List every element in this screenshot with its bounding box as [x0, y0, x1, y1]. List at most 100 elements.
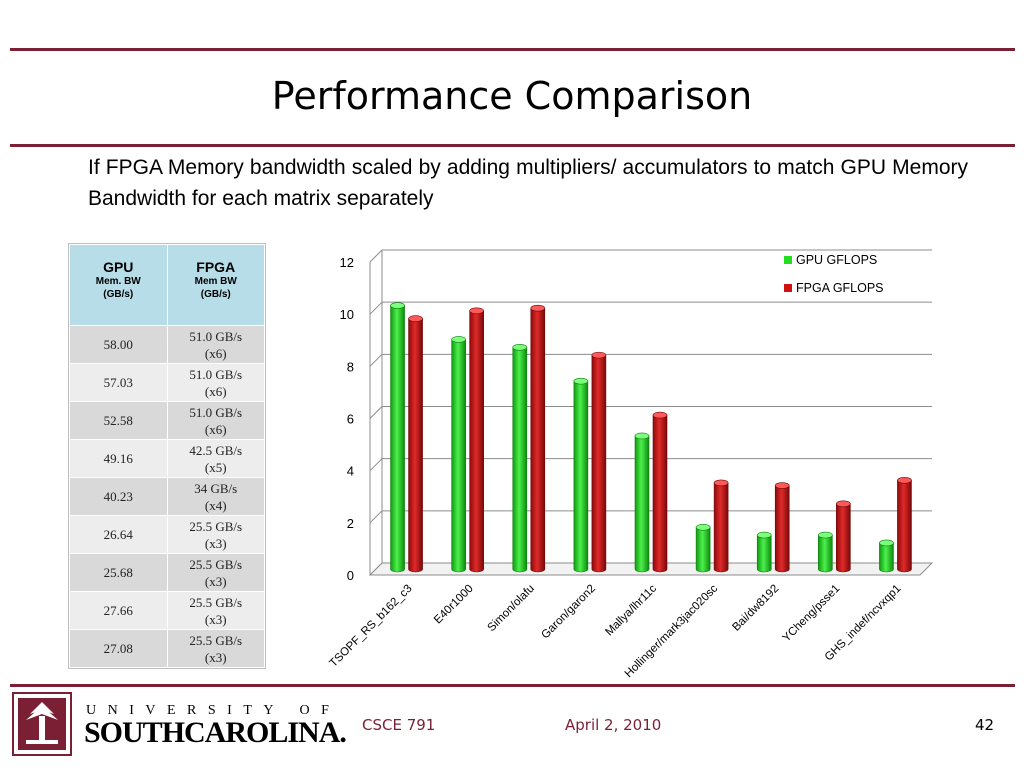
gpu-bar: [573, 380, 589, 573]
fpga-bw-value: 25.5 GB/s: [189, 556, 243, 572]
fpga-bw-value: 25.5 GB/s: [189, 594, 243, 610]
fpga-bw-cell: 42.5 GB/s (x5): [166, 439, 265, 478]
fpga-bw-cell: 51.0 GB/s (x6): [166, 363, 265, 402]
footer-date: April 2, 2010: [565, 716, 662, 734]
fpga-multiplier: (x3): [204, 649, 227, 665]
top-rule: [10, 48, 1015, 51]
gpu-bw-cell: 57.03: [69, 363, 168, 402]
x-tick-label: Mallya/lhr11c: [603, 582, 659, 638]
fpga-multiplier: (x6): [204, 345, 227, 361]
gpu-bw-cell: 40.23: [69, 477, 168, 516]
x-tick-label: TSOPF_RS_b162_c3: [328, 583, 415, 670]
gpu-bw-cell: 49.16: [69, 439, 168, 478]
x-tick-label: YCheng/psse1: [781, 583, 843, 645]
usc-seal-logo: [12, 692, 72, 756]
fpga-bar-cap: [713, 479, 729, 487]
fpga-bar: [713, 482, 729, 573]
gridline-side: [369, 406, 383, 419]
fpga-bw-cell: 25.5 GB/s (x3): [166, 553, 265, 592]
fpga-bar: [591, 354, 607, 573]
fpga-bar-cap: [530, 304, 546, 312]
legend-label-gpu: GPU GFLOPS: [796, 253, 877, 267]
fpga-bar-cap: [652, 411, 668, 419]
y-tick-label: 0: [347, 568, 354, 583]
bullet-text: If FPGA Memory bandwidth scaled by addin…: [88, 156, 968, 210]
fpga-multiplier: (x6): [204, 421, 227, 437]
fpga-header: FPGA: [196, 259, 236, 275]
gpu-bar: [390, 305, 405, 573]
table-row: 57.03 51.0 GB/s (x6): [69, 363, 265, 402]
fpga-bw-value: 51.0 GB/s: [189, 328, 243, 344]
bandwidth-table: GPU Mem. BW (GB/s) FPGA Mem BW (GB/s) 58…: [68, 243, 266, 669]
fpga-bar-cap: [774, 482, 790, 489]
fpga-bw-value: 42.5 GB/s: [189, 442, 243, 458]
gpu-bw-cell: 26.64: [69, 515, 168, 554]
legend-swatch-gpu: [784, 256, 792, 264]
gpu-bar: [512, 346, 528, 573]
gpu-subheader-2: (GB/s): [103, 289, 134, 300]
slide-title: Performance Comparison: [271, 74, 753, 118]
wordmark-south: SOUTH: [84, 716, 185, 749]
gpu-bar-cap: [634, 432, 650, 440]
gridline-side: [369, 249, 383, 263]
fpga-bar: [897, 480, 912, 573]
table-row: 49.16 42.5 GB/s (x5): [69, 439, 265, 478]
fpga-bar-cap: [469, 307, 484, 315]
fpga-subheader-2: (GB/s): [200, 289, 231, 300]
gpu-header-cell: GPU Mem. BW (GB/s): [69, 244, 168, 326]
fpga-bar: [836, 503, 851, 573]
footer-rule: [10, 684, 1015, 687]
y-tick-label: 8: [347, 359, 354, 374]
fpga-bw-cell: 25.5 GB/s (x3): [166, 515, 265, 554]
fpga-bar: [774, 485, 790, 573]
gpu-bw-cell: 27.66: [69, 591, 168, 630]
gridline-side: [369, 510, 383, 524]
table-row: 27.66 25.5 GB/s (x3): [69, 591, 265, 630]
chart-floor: [368, 562, 934, 576]
fpga-bar-cap: [897, 477, 912, 484]
legend-swatch-fpga: [784, 284, 792, 292]
fpga-bw-value: 51.0 GB/s: [189, 366, 243, 382]
gpu-bar-cap: [695, 523, 711, 531]
gpu-bar-cap: [573, 377, 589, 385]
gpu-header: GPU: [103, 259, 134, 275]
table-row: 40.23 34 GB/s (x4): [69, 477, 265, 516]
fpga-bw-cell: 34 GB/s (x4): [166, 477, 265, 516]
gpu-bar: [634, 435, 650, 573]
fpga-bar-cap: [408, 315, 423, 322]
gpu-bar: [756, 534, 772, 573]
y-tick-label: 4: [347, 464, 354, 479]
gpu-bw-cell: 52.58: [69, 401, 168, 440]
gpu-bw-cell: 27.08: [69, 629, 168, 668]
legend-label-fpga: FPGA GFLOPS: [796, 281, 884, 295]
gpu-bar-cap: [756, 531, 772, 539]
y-tick-label: 12: [340, 255, 354, 270]
fpga-multiplier: (x5): [204, 459, 227, 475]
fpga-multiplier: (x3): [204, 611, 227, 627]
fpga-bar-cap: [836, 500, 851, 508]
fpga-bw-cell: 51.0 GB/s (x6): [166, 401, 265, 440]
fpga-bar: [530, 307, 546, 573]
fpga-bw-value: 25.5 GB/s: [189, 632, 243, 648]
table-row: 52.58 51.0 GB/s (x6): [69, 401, 265, 440]
fpga-subheader-1: Mem BW: [194, 276, 237, 287]
fpga-bar: [652, 414, 668, 573]
gpu-bar: [451, 339, 466, 573]
gpu-bar-cap: [512, 343, 528, 351]
x-tick-label: Bai/dw8192: [730, 583, 781, 634]
fpga-bw-cell: 51.0 GB/s (x6): [166, 325, 265, 364]
fpga-multiplier: (x4): [204, 497, 227, 513]
y-tick-label: 6: [347, 412, 354, 427]
footer-course: CSCE 791: [362, 716, 436, 734]
university-line: UNIVERSITY OF: [86, 703, 341, 718]
x-tick-label: Garon/garon2: [539, 583, 598, 642]
fpga-multiplier: (x3): [204, 535, 227, 551]
gridline-side: [369, 301, 383, 315]
south-carolina-wordmark: SOUTHCAROLINA.: [84, 716, 347, 750]
fpga-header-cell: FPGA Mem BW (GB/s): [166, 244, 265, 326]
footer-page-number: 42: [975, 716, 995, 734]
fpga-bw-value: 34 GB/s: [194, 480, 238, 496]
y-tick-label: 10: [340, 307, 354, 322]
fpga-bw-value: 51.0 GB/s: [189, 404, 243, 420]
fpga-bw-cell: 25.5 GB/s (x3): [166, 629, 265, 668]
